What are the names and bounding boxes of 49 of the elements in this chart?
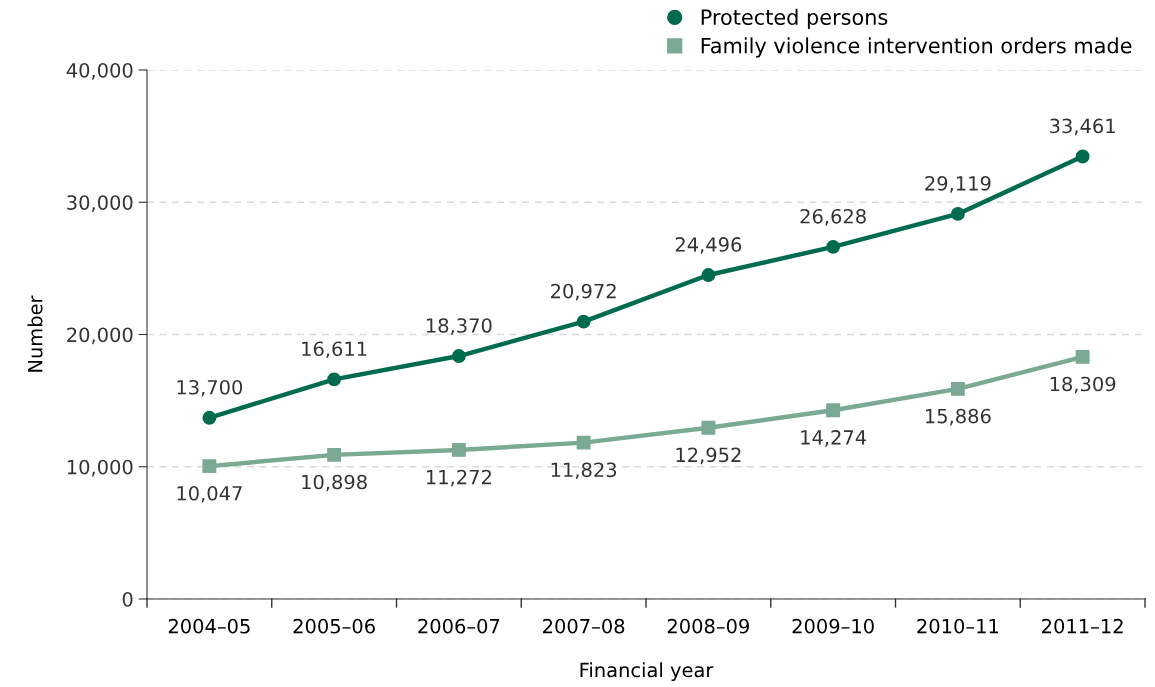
data-label: 16,611 <box>302 341 367 359</box>
point <box>451 349 466 364</box>
data-label: 24,496 <box>675 237 742 254</box>
point <box>327 447 342 462</box>
data-label: 29,119 <box>925 175 991 193</box>
x-axis-title: Financial year <box>580 662 714 682</box>
x-tick-label: 2009–10 <box>792 618 874 634</box>
y-tick-label: 10,000 <box>67 459 133 477</box>
point <box>826 403 841 418</box>
legend-label: Family violence intervention orders made <box>701 37 1132 58</box>
data-label: 13,700 <box>177 379 243 397</box>
data-label: 26,628 <box>800 208 866 226</box>
y-tick-label: 30,000 <box>67 195 133 212</box>
y-tick-label: 0 <box>122 591 133 607</box>
data-label: 12,952 <box>676 447 741 465</box>
point <box>950 381 965 396</box>
point <box>701 268 716 282</box>
data-label: 15,886 <box>925 408 991 426</box>
point <box>451 442 466 457</box>
data-label: 33,461 <box>1050 118 1115 136</box>
y-tick-label: 20,000 <box>67 327 133 345</box>
point <box>576 435 591 450</box>
data-label: 11,272 <box>426 469 491 487</box>
point <box>327 372 342 387</box>
x-tick-label: 2005–06 <box>293 618 375 634</box>
x-tick-label: 2007–08 <box>543 618 625 634</box>
point <box>701 420 716 435</box>
point <box>576 314 591 329</box>
data-label: 18,370 <box>426 318 492 335</box>
y-axis-title: Number <box>27 295 43 372</box>
point <box>1075 349 1090 364</box>
point <box>202 410 217 425</box>
point <box>950 206 965 221</box>
point <box>1075 149 1090 164</box>
x-tick-label: 2010–11 <box>917 618 999 634</box>
x-tick-label: 2004–05 <box>168 618 250 634</box>
y-tick-label: 40,000 <box>66 62 133 80</box>
data-label: 14,274 <box>801 430 867 447</box>
data-label: 11,823 <box>551 462 617 480</box>
point <box>826 239 841 254</box>
data-label: 10,047 <box>177 485 242 503</box>
data-label: 10,898 <box>302 474 367 492</box>
point <box>202 459 217 474</box>
data-label: 18,309 <box>1050 376 1116 394</box>
legend-label: Protected persons <box>701 8 888 29</box>
x-tick-label: 2008–09 <box>667 618 749 634</box>
x-tick-label: 2006–07 <box>418 618 500 634</box>
x-tick-label: 2011–12 <box>1042 618 1123 634</box>
data-label: 20,972 <box>551 283 616 301</box>
